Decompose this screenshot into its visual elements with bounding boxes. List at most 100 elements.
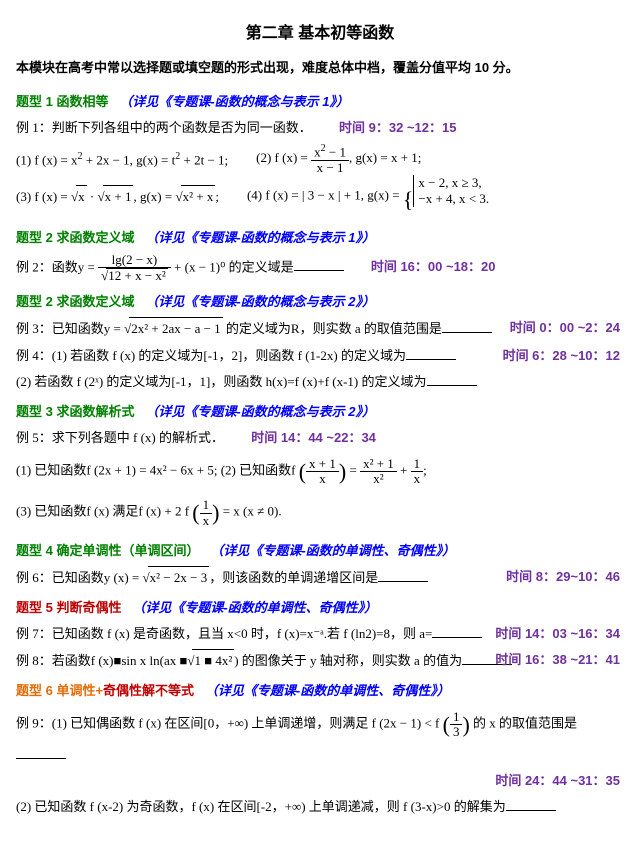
d: 12 + x − x² [106,268,168,283]
blank [432,637,482,638]
end: ; [423,463,427,478]
t: · [87,189,98,204]
d: x − 1 [311,161,349,175]
topic-1: 题型 1 函数相等 （详见《专题课-函数的概念与表示 1》） [16,91,624,113]
topic-6-ref: （详见《专题课-函数的单调性、奇偶性》） [205,683,450,698]
ex5: 例 5：求下列各题中 f (x) 的解析式． 时间 14：44 ~22：34 [16,427,624,449]
frac: lg(2 − x)12 + x − x² [98,253,171,284]
s: x² + x [181,185,216,208]
ex6: 例 6：已知函数y (x) = x² − 2x − 3，则该函数的单调递增区间是… [16,566,624,589]
lp [299,463,306,478]
ex5-1-2: (1) 已知函数f (2x + 1) = 4x² − 6x + 5; (2) 已… [16,453,624,490]
t: + 2t − 1; [180,152,228,167]
t: ) 的图像关于 y 轴对称，则实数 a 的值为 [234,653,462,668]
t: , g(x) = [133,189,175,204]
d: x [200,514,213,528]
s: x + 1 [103,185,134,208]
t: (1) 已知函数f (2x + 1) = 4x² − 6x + 5; (2) 已… [16,463,299,478]
t: 的定义域为R，则实数 a 的取值范围是 [223,321,442,336]
topic-3-ref: （详见《专题课-函数的概念与表示 2》） [145,404,375,419]
ex1-2: (2) f (x) = x2 − 1x − 1, g(x) = x + 1; [256,143,421,175]
ex7: 例 7：已知函数 f (x) 是奇函数，且当 x<0 时，f (x)=x⁻ᵃ.若… [16,623,624,645]
s: 1 ■ 4x² [192,649,234,672]
blank [16,758,66,759]
frac: x2 − 1x − 1 [311,143,349,175]
ex2-time: 时间 16：00 ~18：20 [371,259,496,274]
t: 例 3：已知函数y = [16,321,124,336]
frac3: 1x [411,457,424,487]
ex1-1: (1) f (x) = x2 + 2x − 1, g(x) = t2 + 2t … [16,148,228,171]
blank [406,359,456,360]
t: 例 7：已知函数 f (x) 是奇函数，且当 x<0 时，f (x)=x⁻ᵃ.若… [16,626,432,641]
topic-1-label: 题型 1 函数相等 [16,94,108,109]
ex9b: (2) 已知函数 f (x-2) 为奇函数，f (x) 在区间[-2，+∞) 上… [16,796,624,818]
lp [192,504,199,519]
t: ，则该函数的单调递增区间是 [209,570,378,585]
topic-5-label: 题型 5 判断奇偶性 [16,600,121,615]
ex2: 例 2：函数y = lg(2 − x)12 + x − x² + (x − 1)… [16,253,624,284]
l2: −x + 4, x < 3. [418,191,489,207]
n: 1 [200,498,213,513]
ex3-time: 时间 0：00 ~2：24 [510,317,620,339]
t: (1) f (x) = x [16,152,77,167]
topic-2b-ref: （详见《专题课-函数的概念与表示 2》） [145,294,375,309]
d: x² [360,472,397,486]
topic-6-label1: 题型 6 单调性+ [16,683,103,698]
brace: {x − 2, x ≥ 3,−x + 4, x < 3. [403,175,489,218]
t: = x (x ≠ 0). [219,504,281,519]
t: (4) f (x) = | 3 − x | + 1, g(x) = [247,188,403,203]
intro-text: 本模块在高考中常以选择题或填空题的形式出现，难度总体中档，覆盖分值平均 10 分… [16,57,624,79]
ex5-time: 时间 14：44 ~22：34 [251,430,376,445]
topic-4-label: 题型 4 确定单调性（单调区间） [16,543,199,558]
topic-2-ref: （详见《专题课-函数的概念与表示 1》） [145,230,375,245]
n: lg(2 − x) [98,253,171,268]
topic-4: 题型 4 确定单调性（单调区间） （详见《专题课-函数的单调性、奇偶性》） [16,540,624,562]
t: 例 5：求下列各题中 f (x) 的解析式． [16,430,224,445]
n: x² + 1 [360,457,397,472]
blank [294,270,344,271]
s: x [76,185,87,208]
doc-title: 第二章 基本初等函数 [16,20,624,47]
t: + 2x − 1, g(x) = t [82,152,175,167]
topic-5-ref: （详见《专题课-函数的单调性、奇偶性》） [132,600,377,615]
t: (2) 已知函数 f (x-2) 为奇函数，f (x) 在区间[-2，+∞) 上… [16,799,506,814]
n: x + 1 [306,457,339,472]
frac2: x² + 1x² [360,457,397,487]
t: 例 4：(1) 若函数 f (x) 的定义域为[-1，2]，则函数 f (1-2… [16,348,406,363]
ex8: 例 8：若函数f (x)■sin x ln(ax ■1 ■ 4x²) 的图像关于… [16,649,624,672]
d: 3 [450,725,463,739]
ex4-time: 时间 6：28 ~10：12 [503,345,620,367]
ex1-text: 例 1：判断下列各组中的两个函数是否为同一函数． [16,120,312,135]
lp [443,716,450,731]
ex8-time: 时间 16：38 ~21：41 [495,649,620,671]
ex5-3: (3) 已知函数f (x) 满足f (x) + 2 f 1x = x (x ≠ … [16,494,624,531]
l1: x − 2, x ≥ 3, [418,175,489,191]
topic-2-label: 题型 2 求函数定义域 [16,230,134,245]
s: x² − 2x − 3 [148,566,210,589]
topic-2: 题型 2 求函数定义域 （详见《专题课-函数的概念与表示 1》） [16,227,624,249]
ex1-4: (4) f (x) = | 3 − x | + 1, g(x) = {x − 2… [247,175,489,218]
ex4: 例 4：(1) 若函数 f (x) 的定义域为[-1，2]，则函数 f (1-2… [16,345,624,367]
n: 1 [450,710,463,725]
topic-2b-label: 题型 2 求函数定义域 [16,294,134,309]
ex9: 例 9：(1) 已知偶函数 f (x) 在区间[0，+∞) 上单调递增，则满足 … [16,706,624,765]
topic-2b: 题型 2 求函数定义域 （详见《专题课-函数的概念与表示 2》） [16,291,624,313]
t: 例 2：函数y = [16,259,98,274]
eq: = [346,463,360,478]
ex1-time: 时间 9：32 ~12：15 [339,120,456,135]
topic-4-ref: （详见《专题课-函数的单调性、奇偶性》） [210,543,455,558]
ex1-eqs-row2: (3) f (x) = x · x + 1, g(x) = x² + x; (4… [16,175,624,218]
ex9-time-row: 时间 24：44 ~31：35 [16,770,624,792]
d: x [411,472,424,486]
ex4b: (2) 若函数 f (2ˣ) 的定义域为[-1，1]，则函数 h(x)=f (x… [16,371,624,393]
t: 的 x 的取值范围是 [470,716,577,731]
t: (2) 若函数 f (2ˣ) 的定义域为[-1，1]，则函数 h(x)=f (x… [16,374,427,389]
plus: + [397,463,411,478]
t: 例 6：已知函数y (x) = [16,570,143,585]
blank [378,581,428,582]
t: (2) f (x) = [256,150,311,165]
t: , g(x) = x + 1; [349,150,421,165]
n2: − 1 [326,145,346,160]
frac: 1x [200,498,213,528]
blank [427,385,477,386]
